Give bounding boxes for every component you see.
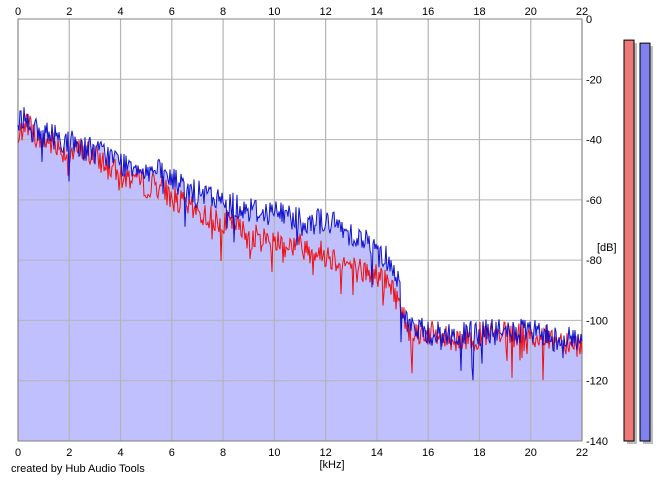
x-tick-label-top: 10	[268, 6, 280, 18]
x-tick-label-top: 0	[15, 6, 21, 18]
x-tick-label-bottom: 18	[473, 447, 485, 459]
x-tick-label-bottom: 12	[320, 447, 332, 459]
grid-layer	[17, 18, 583, 442]
x-tick-label-top: 20	[525, 6, 537, 18]
y-tick-label: 0	[586, 14, 592, 26]
right-level-meter	[639, 42, 651, 442]
y-tick-label: -140	[586, 436, 608, 448]
x-tick-label-top: 12	[320, 6, 332, 18]
x-tick-label-bottom: 20	[525, 447, 537, 459]
tick-label-layer: 002244668810101212141416161818202022220-…	[15, 6, 608, 459]
right-channel-line	[17, 107, 583, 381]
x-tick-label-bottom: 2	[66, 447, 72, 459]
x-tick-label-bottom: 22	[576, 447, 588, 459]
x-tick-label-bottom: 10	[268, 447, 280, 459]
y-tick-label: -80	[586, 255, 602, 267]
x-tick-label-top: 22	[576, 6, 588, 18]
y-tick-label: -100	[586, 315, 608, 327]
level-meters	[623, 39, 653, 444]
x-tick-label-top: 2	[66, 6, 72, 18]
x-tick-label-bottom: 4	[117, 447, 123, 459]
x-axis-unit-label: [kHz]	[319, 459, 344, 471]
x-tick-label-bottom: 8	[220, 447, 226, 459]
y-tick-label: -60	[586, 195, 602, 207]
y-tick-label: -40	[586, 135, 602, 147]
y-axis-unit-label: [dB]	[597, 242, 617, 254]
x-tick-label-bottom: 0	[15, 447, 21, 459]
x-tick-label-bottom: 6	[169, 447, 175, 459]
x-tick-label-top: 16	[422, 6, 434, 18]
series-layer	[17, 107, 583, 381]
x-tick-label-top: 6	[169, 6, 175, 18]
x-tick-label-bottom: 14	[371, 447, 383, 459]
credit-text: created by Hub Audio Tools	[11, 463, 145, 475]
x-tick-label-top: 14	[371, 6, 383, 18]
x-tick-label-bottom: 16	[422, 447, 434, 459]
y-tick-label: -20	[586, 74, 602, 86]
y-tick-label: -120	[586, 376, 608, 388]
x-tick-label-top: 18	[473, 6, 485, 18]
x-tick-label-top: 4	[117, 6, 123, 18]
x-tick-label-top: 8	[220, 6, 226, 18]
plot-border	[17, 18, 583, 442]
left-level-meter	[623, 39, 635, 442]
